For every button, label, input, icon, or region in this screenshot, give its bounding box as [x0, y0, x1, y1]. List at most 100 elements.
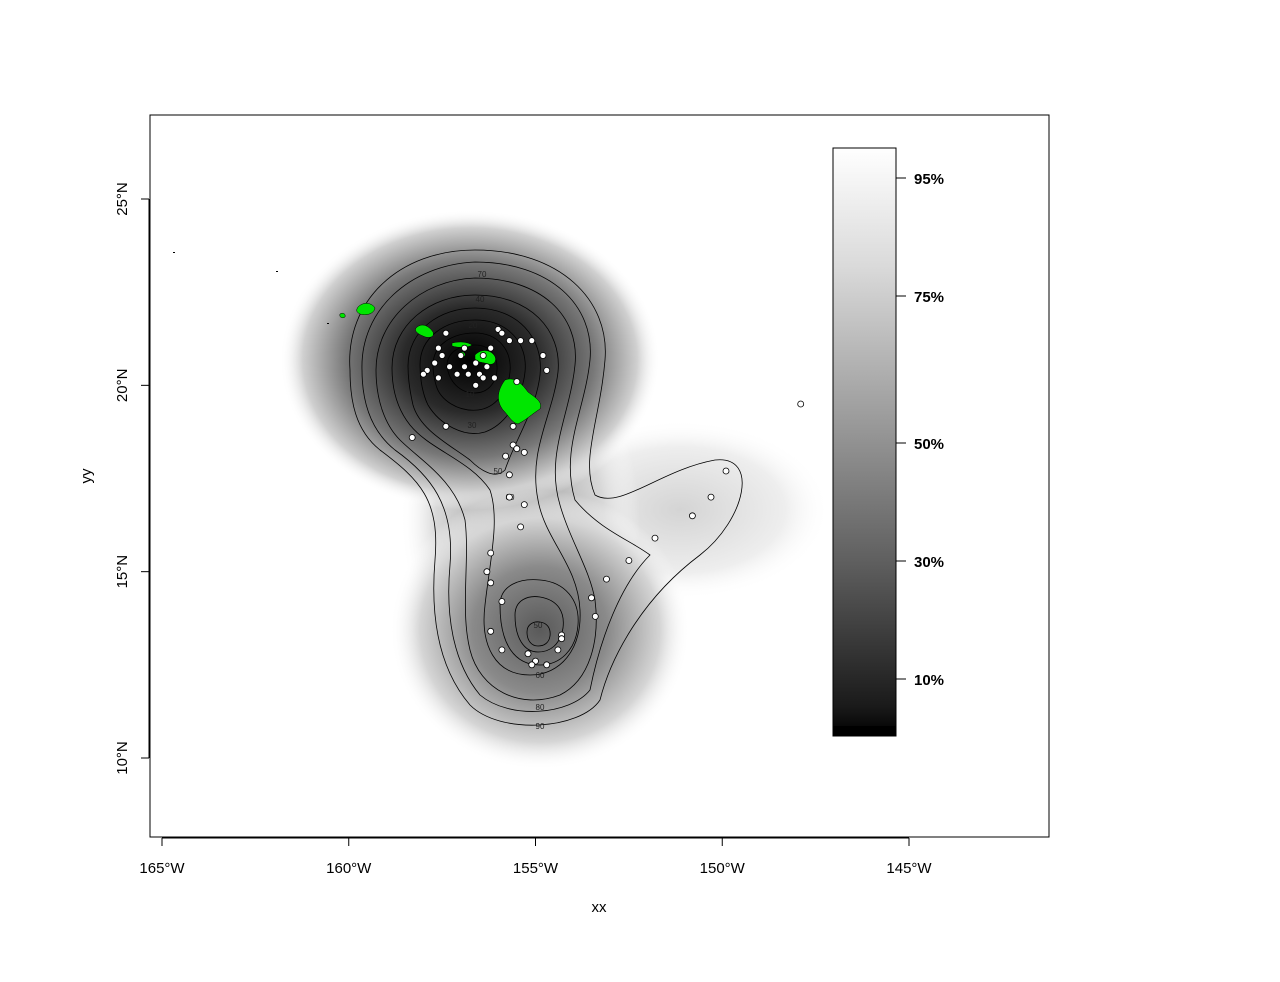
- data-point: [498, 329, 506, 337]
- island-kauai: [356, 303, 376, 315]
- contour-line: [391, 294, 581, 676]
- density-blob-north: [280, 210, 660, 510]
- data-point: [509, 422, 517, 430]
- data-point: [539, 352, 547, 359]
- data-point: [502, 452, 510, 460]
- data-point: [487, 627, 495, 635]
- data-point: [513, 445, 521, 453]
- contour-line: [526, 621, 551, 647]
- contour-line: [361, 261, 651, 712]
- plot-frame: [149, 114, 1050, 838]
- data-point: [558, 635, 565, 643]
- data-point: [528, 661, 536, 669]
- x-tick-label: 160°W: [326, 860, 372, 877]
- legend-tick-label: 75%: [914, 289, 944, 306]
- island-big-island: [498, 378, 541, 425]
- legend-tick-label: 95%: [914, 171, 944, 188]
- data-point: [498, 598, 506, 605]
- contour-line: [375, 277, 597, 701]
- data-point: [490, 374, 498, 382]
- contour-line: [514, 596, 564, 653]
- contour-line: [499, 579, 579, 666]
- data-point: [442, 329, 450, 337]
- contour-label: 10: [466, 390, 475, 399]
- island-shapes: [339, 303, 541, 425]
- contour-label: 70: [478, 270, 487, 279]
- data-point: [464, 370, 472, 378]
- y-tick-label: 10°N: [114, 741, 131, 775]
- y-axis: 10°N 15°N 20°N 25°N: [114, 182, 150, 775]
- data-point: [543, 366, 551, 374]
- plot-area: 7040201030506050608090: [150, 115, 1049, 837]
- contour-label: 30: [468, 421, 477, 430]
- legend-ticks: 10% 30% 50% 75% 95%: [896, 171, 944, 689]
- island-oahu: [415, 324, 434, 338]
- data-point: [487, 549, 495, 557]
- data-point: [431, 359, 439, 367]
- data-point: [588, 594, 595, 602]
- data-point: [689, 512, 696, 520]
- contour-line: [349, 249, 743, 726]
- contour-label: 50: [534, 621, 543, 630]
- data-point: [461, 363, 468, 371]
- contour-lines: [349, 249, 743, 726]
- density-blob-south: [390, 490, 690, 770]
- island-niihau: [339, 312, 346, 319]
- data-point: [524, 650, 532, 658]
- contour-label: 50: [494, 467, 503, 476]
- data-point: [408, 434, 416, 441]
- data-point: [479, 352, 487, 359]
- data-point: [442, 422, 450, 430]
- data-point: [457, 352, 465, 359]
- data-point: [479, 374, 487, 382]
- data-point: [543, 661, 551, 669]
- legend-tick-label: 30%: [914, 554, 944, 571]
- x-tick-label: 155°W: [513, 860, 559, 877]
- data-point: [419, 370, 427, 378]
- x-tick-label: 165°W: [139, 860, 185, 877]
- legend-tick-label: 10%: [914, 672, 944, 689]
- data-point: [513, 378, 521, 386]
- data-point: [461, 344, 468, 352]
- data-point: [517, 523, 524, 531]
- data-point: [797, 400, 805, 408]
- data-point: [520, 501, 528, 509]
- data-point: [505, 493, 513, 501]
- y-axis-title: yy: [78, 468, 95, 484]
- data-point: [498, 646, 506, 654]
- data-point: [438, 352, 446, 359]
- data-point: [483, 568, 491, 576]
- contour-line: [407, 307, 541, 475]
- x-tick-label: 150°W: [700, 860, 746, 877]
- y-tick-label: 25°N: [114, 182, 131, 216]
- legend-tick-label: 50%: [914, 436, 944, 453]
- data-point: [453, 370, 461, 378]
- data-point: [707, 493, 715, 501]
- data-point: [591, 613, 599, 620]
- legend-colorbar: [832, 147, 897, 737]
- data-point: [487, 344, 495, 352]
- y-tick-label: 20°N: [114, 369, 131, 403]
- data-point: [487, 579, 495, 587]
- data-points: [408, 325, 805, 669]
- contour-label: 20: [469, 321, 478, 330]
- data-point: [472, 359, 480, 367]
- data-point: [434, 344, 442, 352]
- data-point: [505, 337, 513, 345]
- contour-label: 60: [536, 671, 545, 680]
- data-point: [651, 534, 659, 542]
- legend-colorbar-bottom-band: [833, 726, 896, 736]
- data-point: [722, 467, 730, 475]
- data-point: [554, 646, 562, 654]
- data-point: [505, 471, 513, 479]
- data-point: [625, 557, 633, 564]
- x-axis-title: xx: [592, 899, 608, 916]
- data-point: [603, 575, 610, 583]
- data-point: [434, 374, 442, 382]
- y-tick-label: 15°N: [114, 555, 131, 589]
- contour-label: 80: [536, 703, 545, 712]
- color-legend: 10% 30% 50% 75% 95%: [832, 147, 944, 737]
- data-point: [517, 337, 524, 345]
- contour-label: 40: [476, 295, 485, 304]
